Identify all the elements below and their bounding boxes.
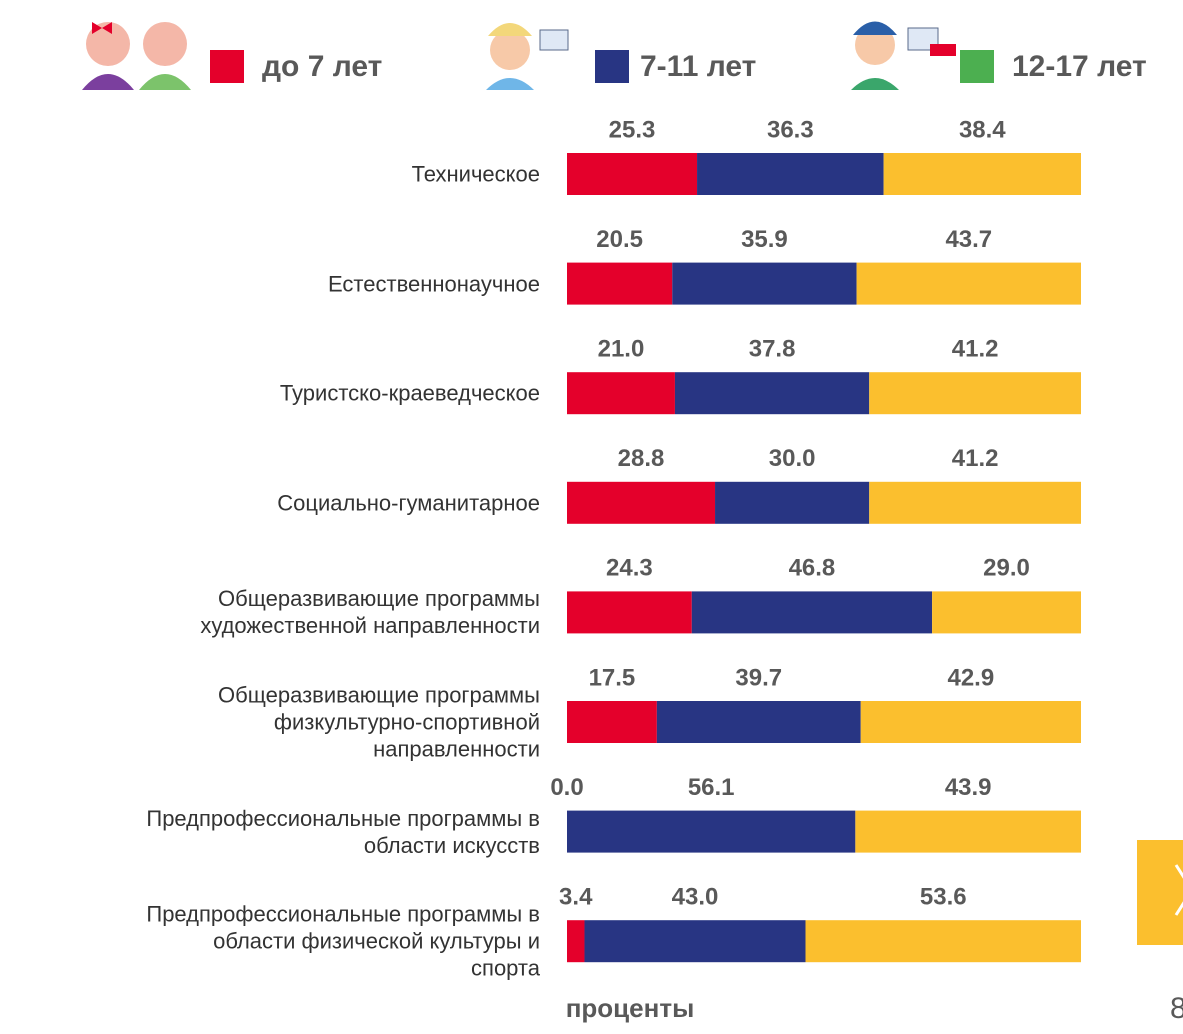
value-label: 30.0 — [769, 445, 816, 472]
bar-segment — [697, 153, 884, 195]
bar-segment — [672, 263, 856, 305]
value-label: 0.0 — [550, 774, 583, 801]
legend-swatch — [210, 50, 244, 83]
bar-segment — [567, 482, 715, 524]
bar-segment — [567, 811, 855, 853]
page: проценты 8 до 7 лет 7-11 лет 12-17 лет 25.3… — [0, 0, 1183, 1034]
value-label: 39.7 — [735, 664, 782, 691]
value-label: 38.4 — [959, 116, 1006, 143]
value-label: 29.0 — [983, 555, 1030, 582]
value-label: 37.8 — [749, 336, 796, 363]
bar-segment — [857, 263, 1081, 305]
page-number: 8 — [1170, 992, 1183, 1025]
category-label: Общеразвивающие программы художественной… — [0, 585, 540, 639]
legend-label: 7-11 лет — [640, 50, 756, 83]
value-label: 35.9 — [741, 226, 788, 253]
category-label: Предпрофессиональные программы в области… — [0, 901, 540, 982]
category-label: Социально-гуманитарное — [0, 489, 540, 516]
value-label: 36.3 — [767, 116, 814, 143]
bar-segment — [567, 372, 675, 414]
value-label: 41.2 — [952, 445, 999, 472]
value-label: 43.9 — [945, 774, 992, 801]
legend-label: до 7 лет — [262, 50, 382, 83]
legend-swatch — [595, 50, 629, 83]
value-label: 46.8 — [789, 555, 836, 582]
category-label: Техническое — [0, 161, 540, 188]
x-axis-label: проценты — [566, 993, 695, 1023]
bar-segment — [675, 372, 869, 414]
value-label: 25.3 — [609, 116, 656, 143]
chart: проценты 8 до 7 лет 7-11 лет 12-17 лет 25.3… — [0, 0, 1183, 1034]
bar-segment — [869, 372, 1081, 414]
value-label: 28.8 — [618, 445, 665, 472]
value-label: 3.4 — [559, 884, 593, 911]
nav-button[interactable] — [1137, 840, 1183, 945]
value-label: 43.7 — [945, 226, 992, 253]
bar-segment — [884, 153, 1081, 195]
bar-segment — [567, 153, 697, 195]
value-label: 41.2 — [952, 336, 999, 363]
bar-segment — [692, 591, 932, 633]
legend-label: 12-17 лет — [1012, 50, 1147, 83]
bar-segment — [567, 701, 657, 743]
value-label: 17.5 — [589, 664, 636, 691]
value-label: 43.0 — [672, 884, 719, 911]
bar-segment — [567, 591, 692, 633]
category-label: Предпрофессиональные программы в области… — [0, 805, 540, 859]
bar-segment — [869, 482, 1081, 524]
bar-segment — [805, 920, 1081, 962]
category-label: Туристско-краеведческое — [0, 380, 540, 407]
value-label: 56.1 — [688, 774, 735, 801]
value-label: 42.9 — [947, 664, 994, 691]
bar-segment — [584, 920, 805, 962]
category-label: Общеразвивающие программы физкультурно-с… — [0, 682, 540, 763]
value-label: 24.3 — [606, 555, 653, 582]
legend-swatch — [960, 50, 994, 83]
value-label: 20.5 — [596, 226, 643, 253]
bar-segment — [861, 701, 1081, 743]
bar-segment — [932, 591, 1081, 633]
value-label: 21.0 — [598, 336, 645, 363]
value-label: 53.6 — [920, 884, 967, 911]
category-label: Естественнонаучное — [0, 270, 540, 297]
bar-segment — [567, 263, 672, 305]
bar-segment — [715, 482, 869, 524]
bar-segment — [855, 811, 1081, 853]
bar-segment — [567, 920, 584, 962]
bar-segment — [657, 701, 861, 743]
